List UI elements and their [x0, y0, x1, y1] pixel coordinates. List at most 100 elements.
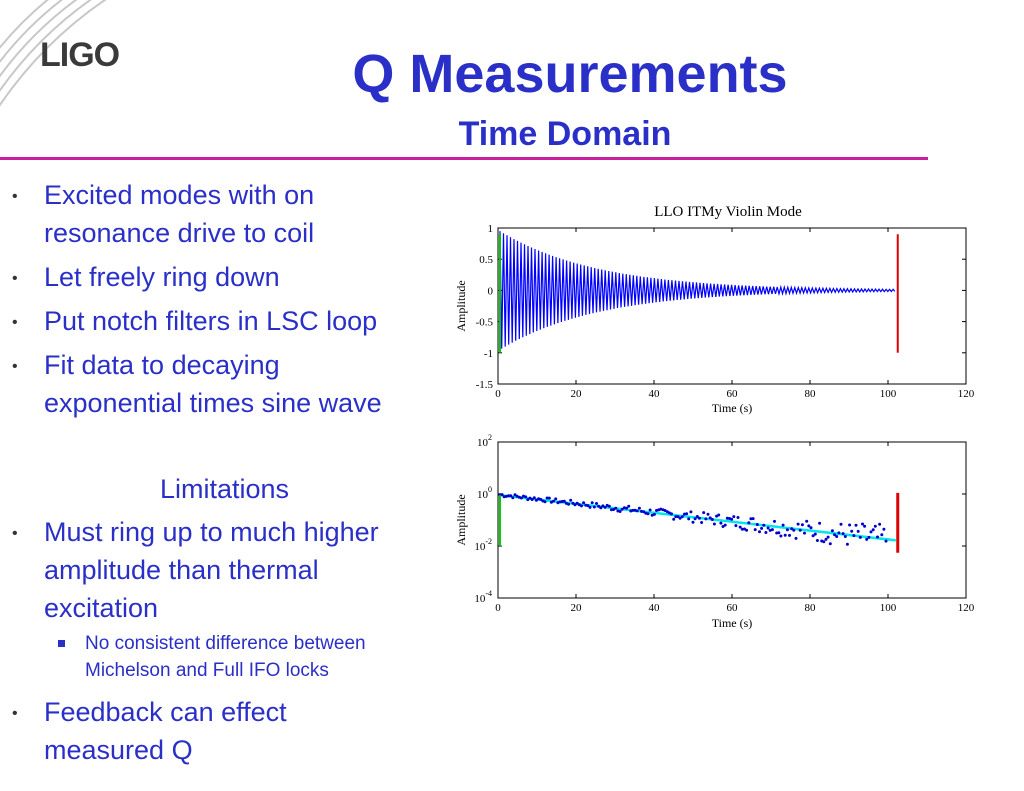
x-tick-label: 60: [727, 602, 739, 614]
y-tick-label: 10-2: [474, 537, 492, 553]
x-tick-labels: 0 20 40 60 80 100 120: [495, 602, 975, 614]
data-point: [554, 497, 558, 501]
data-point: [863, 524, 867, 528]
data-point: [807, 524, 811, 528]
data-point: [543, 500, 547, 504]
x-tick-labels: 0 20 40 60 80 100 120: [495, 388, 975, 400]
slide-title: Q Measurements: [352, 44, 788, 104]
y-tick-label: 102: [477, 433, 492, 449]
data-point: [777, 531, 781, 535]
y-tick-labels: 1 0.5 0 -0.5 -1 -1.5: [476, 223, 494, 391]
sub-bullet-line: No consistent difference between: [85, 633, 366, 654]
data-point: [603, 505, 607, 509]
data-point: [534, 498, 538, 502]
data-point: [719, 521, 723, 525]
data-point: [760, 526, 764, 530]
data-point: [751, 517, 755, 521]
y-tick-label: 0.5: [479, 254, 493, 266]
data-point: [601, 504, 605, 508]
x-tick-label: 0: [495, 388, 501, 400]
data-point: [740, 527, 744, 531]
data-point: [663, 509, 667, 512]
data-point: [843, 535, 847, 538]
title-divider: [0, 157, 928, 160]
data-point: [815, 539, 819, 542]
y-tick-label: 100: [477, 485, 492, 501]
bullet-line: resonance drive to coil: [44, 218, 315, 248]
data-point: [618, 510, 622, 513]
data-point: [867, 535, 871, 539]
data-point: [502, 495, 506, 499]
data-point: [620, 507, 624, 511]
data-point: [758, 530, 761, 534]
x-tick-label: 120: [958, 602, 975, 614]
bullet-dot: •: [12, 314, 18, 331]
x-axis-label: Time (s): [712, 401, 753, 415]
data-point: [627, 504, 631, 508]
data-point: [580, 504, 583, 508]
data-point: [670, 512, 673, 516]
data-point: [813, 532, 817, 536]
bullet-line: Must ring up to much higher: [44, 517, 379, 547]
data-point: [597, 504, 601, 508]
data-point: [625, 506, 628, 510]
data-point: [592, 505, 596, 509]
x-axis-label: Time (s): [712, 616, 753, 630]
data-point: [745, 528, 749, 532]
bullet-dot: •: [12, 525, 18, 542]
data-point: [749, 517, 753, 521]
data-point: [800, 523, 804, 527]
data-point: [723, 523, 727, 527]
data-point: [695, 515, 699, 518]
data-point: [856, 529, 860, 533]
bullet-item: Excited modes with on resonance drive to…: [44, 176, 314, 252]
data-point: [642, 510, 646, 514]
y-tick-labels: 102 100 10-2 10-4: [474, 433, 492, 605]
data-point: [680, 515, 684, 519]
bullet-dot: •: [12, 705, 18, 722]
data-point: [717, 513, 721, 517]
data-point: [818, 521, 822, 525]
data-point: [721, 525, 725, 528]
data-point: [730, 517, 734, 521]
data-point: [635, 509, 639, 513]
bullet-dot: •: [12, 188, 18, 205]
data-point: [590, 501, 594, 505]
x-tick-label: 60: [727, 388, 739, 400]
data-point: [854, 523, 858, 527]
y-axis-label: Amplitude: [454, 280, 468, 331]
data-point: [811, 534, 815, 538]
data-point: [884, 539, 888, 543]
data-point: [637, 506, 641, 510]
y-tick-label: -1.5: [476, 379, 494, 391]
data-point: [674, 515, 678, 519]
data-point: [873, 524, 877, 528]
data-point: [845, 542, 849, 546]
data-point: [861, 522, 864, 526]
tick-marks: [497, 227, 967, 385]
data-point: [549, 500, 553, 504]
sub-bullet-line: Michelson and Full IFO locks: [85, 660, 329, 681]
x-tick-label: 100: [880, 388, 897, 400]
data-point: [687, 517, 691, 521]
ring-down-linear-chart: LLO ITMy Violin Mode 1 0.5 0 -0.5 -1 -1.5 0 20…: [454, 204, 975, 415]
data-point: [764, 531, 768, 534]
sub-bullet-marker: [58, 640, 65, 647]
bullet-line: measured Q: [44, 735, 193, 765]
bullet-item: Put notch filters in LSC loop: [44, 302, 377, 340]
data-point: [507, 494, 510, 498]
data-point: [685, 512, 689, 516]
data-point: [697, 516, 701, 520]
data-point: [833, 533, 837, 537]
data-point: [869, 530, 873, 534]
bullet-line: exponential times sine wave: [44, 388, 382, 418]
data-point: [734, 524, 738, 528]
data-point: [809, 526, 813, 530]
data-point: [702, 511, 706, 515]
data-point: [773, 519, 776, 523]
data-point: [586, 504, 590, 508]
x-tick-label: 0: [495, 602, 501, 614]
data-point: [693, 517, 697, 521]
data-point: [700, 521, 704, 524]
